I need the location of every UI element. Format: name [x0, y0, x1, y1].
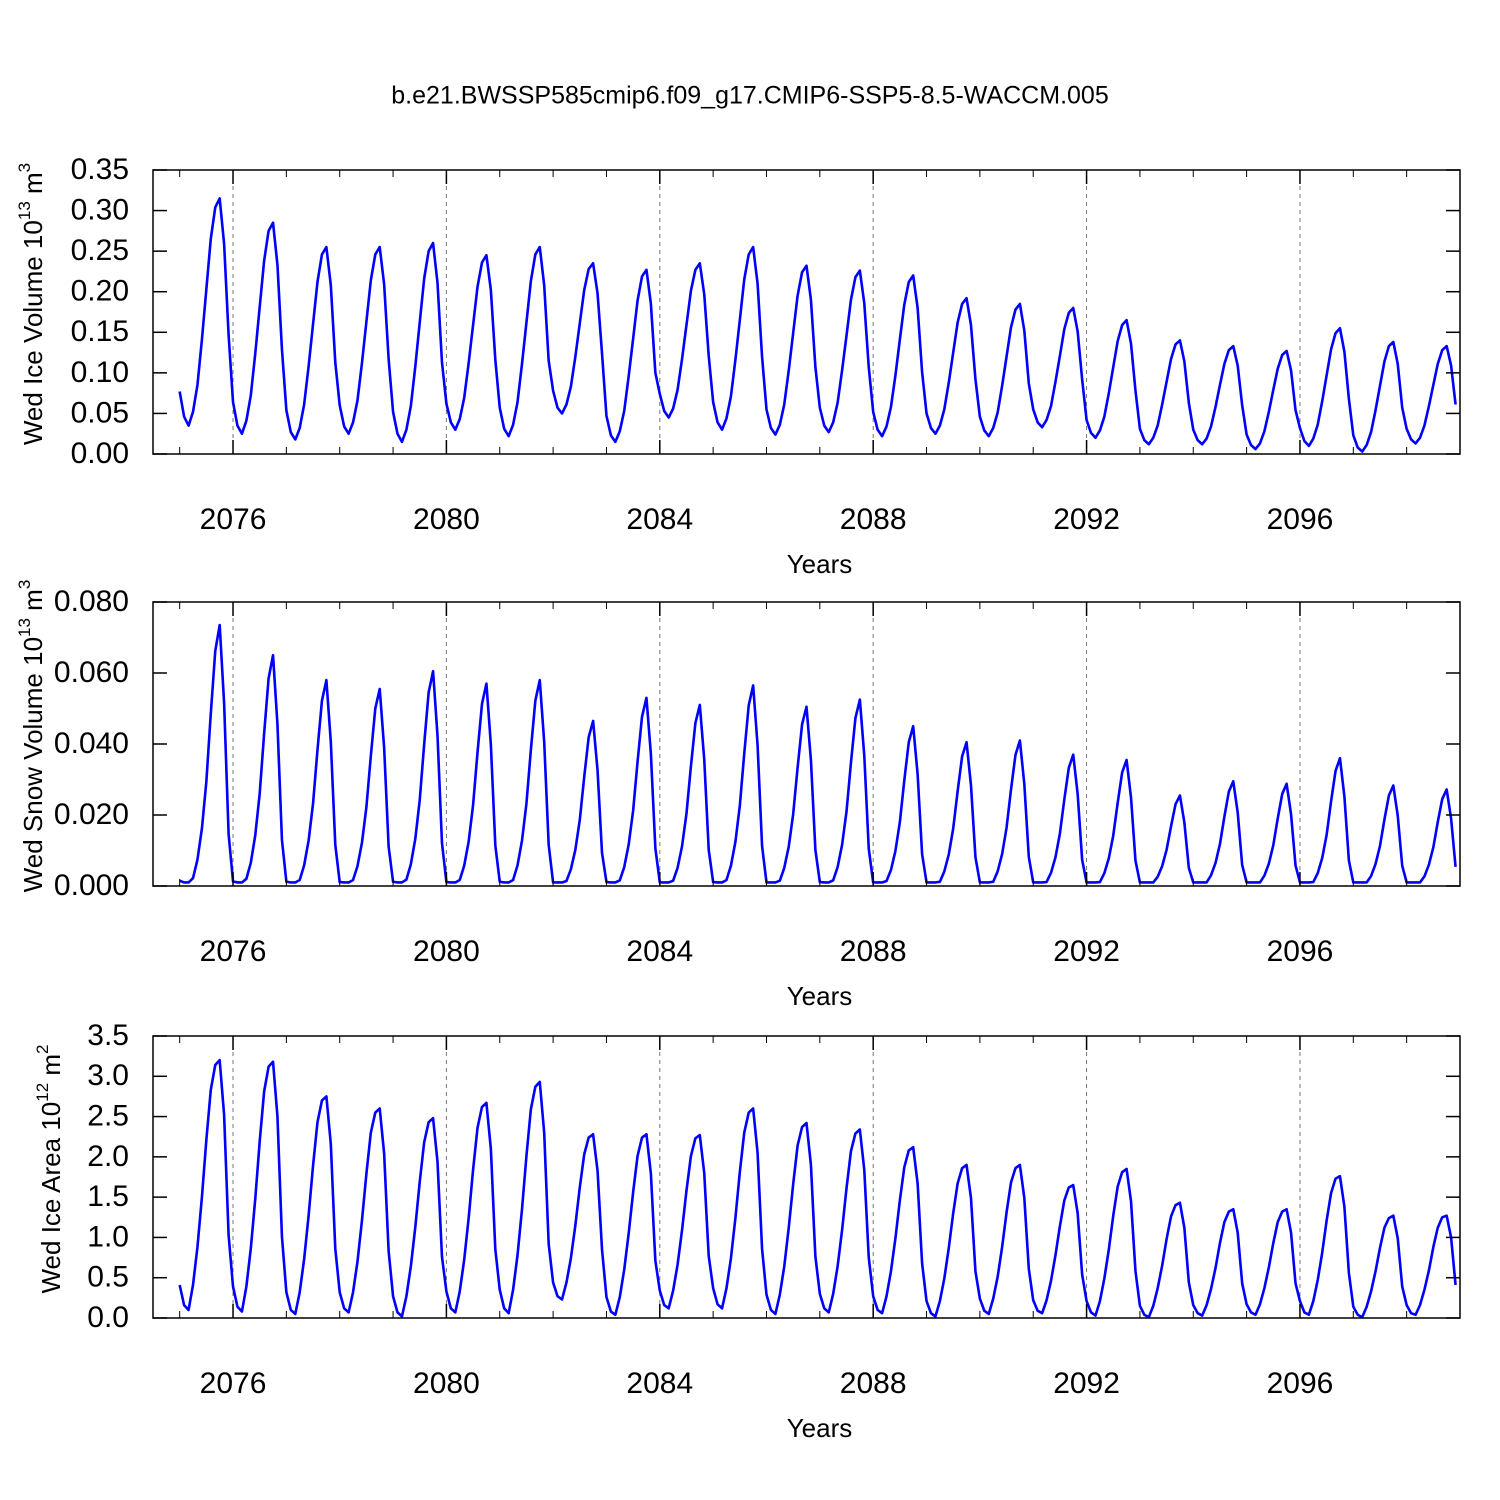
y-tick-label: 0.00	[71, 437, 129, 470]
data-line	[178, 1058, 1457, 1319]
x-axis-label: Years	[787, 981, 853, 1011]
y-tick-label: 0.05	[71, 396, 129, 429]
x-tick-label: 2084	[626, 1367, 693, 1400]
plot-frame	[152, 1035, 1461, 1319]
x-tick-label: 2080	[413, 1367, 480, 1400]
y-tick-label: 0.30	[71, 193, 129, 226]
y-axis-label-superscript: 12	[33, 1083, 52, 1102]
y-axis-label-superscript: 13	[15, 201, 34, 220]
y-tick-label: 0.15	[71, 315, 129, 348]
y-axis-label-superscript: 13	[15, 618, 34, 637]
y-axis-label-superscript: 2	[33, 1044, 52, 1053]
y-axis-label-text: m	[36, 1054, 66, 1083]
x-tick-label: 2092	[1053, 503, 1120, 536]
x-tick-label: 2096	[1267, 503, 1334, 536]
y-axis-label-text: m	[18, 589, 48, 618]
y-tick-label: 0.5	[87, 1261, 129, 1294]
x-tick-label: 2092	[1053, 1367, 1120, 1400]
x-tick-label: 2088	[840, 935, 907, 968]
data-line	[178, 197, 1457, 453]
x-tick-label: 2076	[200, 1367, 267, 1400]
x-tick-label: 2076	[200, 935, 267, 968]
x-tick-label: 2088	[840, 503, 907, 536]
y-tick-label: 3.0	[87, 1059, 129, 1092]
y-tick-label: 0.0	[87, 1301, 129, 1334]
y-axis-label: Wed Ice Area 1012 m2	[33, 1044, 66, 1293]
y-tick-label: 2.0	[87, 1140, 129, 1173]
y-axis-label-superscript: 3	[15, 580, 34, 589]
y-tick-label: 0.040	[54, 727, 129, 760]
chart-title: b.e21.BWSSP585cmip6.f09_g17.CMIP6-SSP5-8…	[391, 82, 1108, 110]
y-tick-label: 0.10	[71, 356, 129, 389]
y-tick-label: 0.20	[71, 275, 129, 308]
x-tick-label: 2084	[626, 503, 693, 536]
y-tick-label: 0.25	[71, 234, 129, 267]
y-axis-label-text: Wed Ice Area 10	[36, 1102, 66, 1294]
y-axis-label-text: Wed Snow Volume 10	[18, 637, 48, 892]
x-axis-label: Years	[787, 549, 853, 579]
x-tick-label: 2080	[413, 935, 480, 968]
plot-frame	[152, 601, 1461, 887]
x-tick-label: 2096	[1267, 1367, 1334, 1400]
y-tick-label: 1.0	[87, 1220, 129, 1253]
x-tick-label: 2076	[200, 503, 267, 536]
y-tick-label: 1.5	[87, 1180, 129, 1213]
y-tick-label: 0.35	[71, 153, 129, 186]
data-line	[179, 623, 1457, 884]
y-axis-label-text: Wed Ice Volume 10	[18, 220, 48, 445]
y-axis-label-text: m	[18, 172, 48, 201]
y-axis-label-superscript: 3	[15, 163, 34, 172]
x-tick-label: 2080	[413, 503, 480, 536]
y-tick-label: 0.080	[54, 585, 129, 618]
x-tick-label: 2092	[1053, 935, 1120, 968]
x-tick-label: 2096	[1267, 935, 1334, 968]
y-axis-label: Wed Ice Volume 1013 m3	[15, 163, 48, 445]
x-tick-label: 2088	[840, 1367, 907, 1400]
y-tick-label: 0.020	[54, 798, 129, 831]
plot-frame	[152, 169, 1461, 455]
x-axis-label: Years	[787, 1413, 853, 1443]
x-tick-label: 2084	[626, 935, 693, 968]
y-tick-label: 3.5	[87, 1019, 129, 1052]
y-tick-label: 0.000	[54, 869, 129, 902]
y-tick-label: 2.5	[87, 1099, 129, 1132]
y-tick-label: 0.060	[54, 656, 129, 689]
y-axis-label: Wed Snow Volume 1013 m3	[15, 580, 48, 893]
